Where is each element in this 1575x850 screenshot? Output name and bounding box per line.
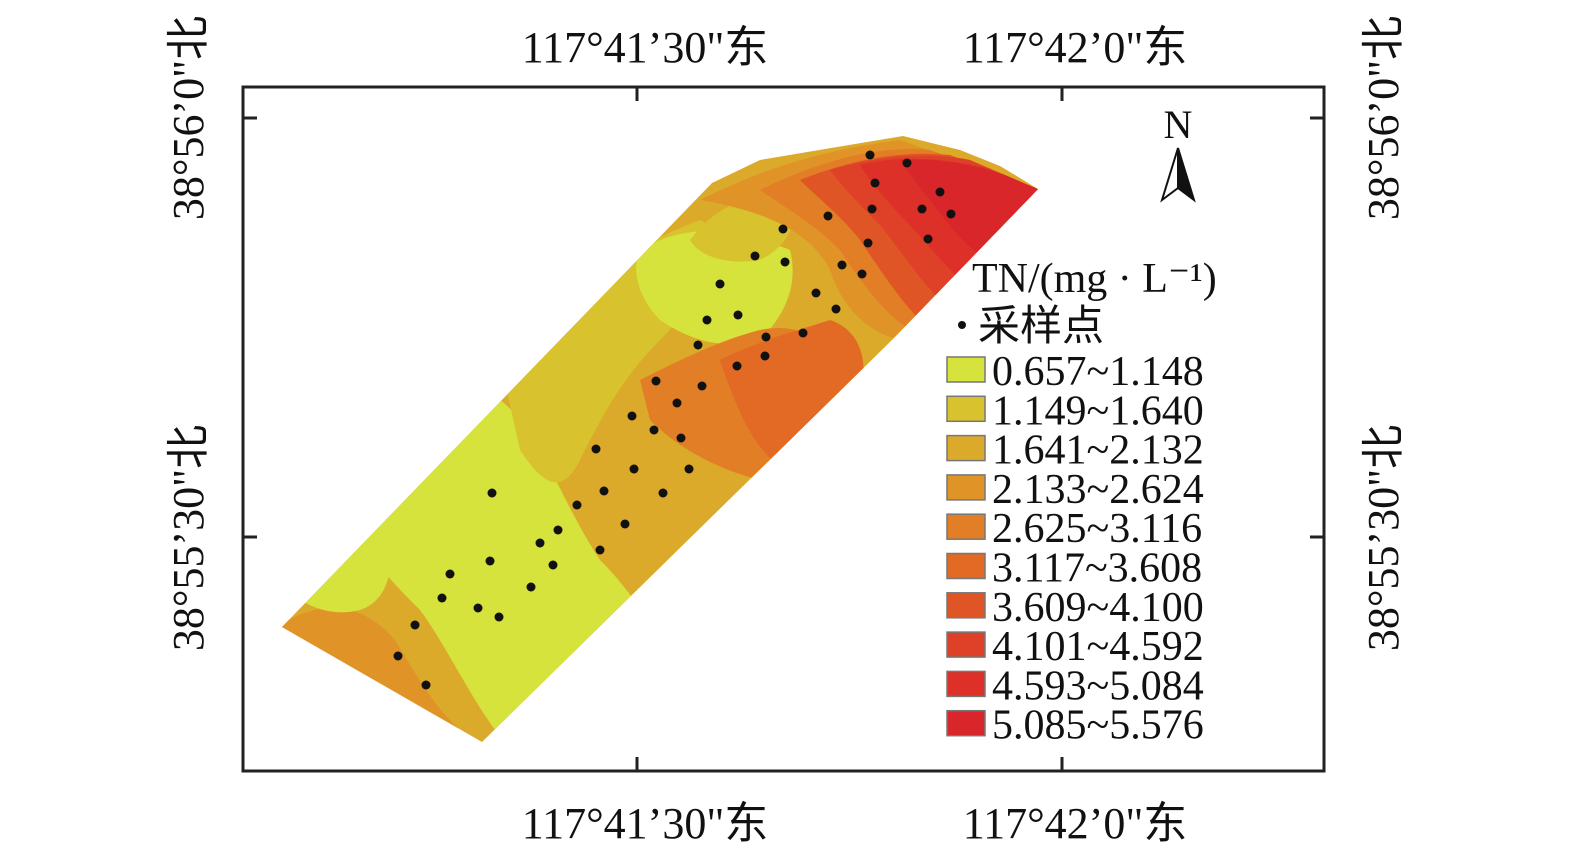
sampling-point (649, 425, 659, 435)
sampling-point (780, 257, 790, 267)
sampling-point (629, 464, 639, 474)
sampling-point (702, 315, 712, 325)
sampling-point (837, 260, 847, 270)
sampling-points-layer (393, 150, 956, 690)
bottom-lon-label-1: 117°41’30"东 (522, 799, 769, 848)
legend-swatch (946, 592, 986, 619)
sampling-point (485, 556, 495, 566)
sampling-point (867, 204, 877, 214)
legend-class-label: 0.657~1.148 (992, 349, 1204, 395)
sampling-point (658, 488, 668, 498)
dot-icon (958, 321, 966, 329)
sampling-point (778, 224, 788, 234)
legend-swatch (946, 474, 986, 501)
sampling-point (732, 361, 742, 371)
sampling-point (831, 304, 841, 314)
legend-title: TN/(mg · L⁻¹) (972, 256, 1217, 302)
top-lon-label-1: 117°41’30"东 (522, 23, 769, 72)
legend-swatch (946, 552, 986, 580)
legend-class-label: 3.609~4.100 (992, 585, 1204, 631)
sampling-point (620, 519, 630, 529)
sampling-point (750, 251, 760, 261)
legend-swatch (946, 356, 986, 383)
sampling-point (823, 211, 833, 221)
legend-swatch (946, 434, 986, 462)
sampling-point (798, 328, 808, 338)
sampling-point (553, 525, 563, 535)
sampling-point (535, 538, 545, 548)
sampling-point (715, 279, 725, 289)
legend-class-label: 4.593~5.084 (992, 663, 1204, 709)
sampling-point (651, 376, 661, 386)
legend-swatch (946, 395, 986, 423)
sampling-point (870, 178, 880, 188)
right-lat-label-2: 38°55’30"北 (1359, 425, 1408, 651)
right-lat-label-1: 38°56’0"北 (1359, 16, 1408, 220)
sampling-point (923, 234, 933, 244)
left-lat-label-1: 38°56’0"北 (164, 16, 213, 220)
sampling-point (591, 444, 601, 454)
sampling-point (760, 351, 770, 361)
sampling-point (572, 500, 582, 510)
legend-swatch (946, 709, 986, 737)
legend-class-label: 4.101~4.592 (992, 624, 1204, 670)
sampling-point (676, 433, 686, 443)
sampling-point (857, 269, 867, 279)
sampling-point (917, 204, 927, 214)
sampling-point (487, 488, 497, 498)
sampling-point (697, 381, 707, 391)
sampling-point (599, 486, 609, 496)
sampling-point (627, 411, 637, 421)
sampling-point (494, 612, 504, 622)
legend-swatch (946, 631, 986, 658)
top-lon-label-2: 117°42’0"东 (963, 23, 1188, 72)
sampling-point (946, 209, 956, 219)
sampling-point (595, 545, 605, 555)
legend-class-label: 1.641~2.132 (992, 428, 1204, 474)
frame-ticks (243, 87, 1324, 771)
north-arrow-icon (1160, 147, 1196, 203)
sampling-point (733, 310, 743, 320)
sampling-point (410, 620, 420, 630)
sampling-point (863, 238, 873, 248)
sampling-point (684, 464, 694, 474)
legend-class-label: 3.117~3.608 (992, 546, 1202, 592)
north-arrow: N (1160, 102, 1196, 203)
sampling-point (935, 187, 945, 197)
sampling-point (421, 680, 431, 690)
sampling-point (393, 651, 403, 661)
legend-classes: 0.657~1.1481.149~1.6401.641~2.1322.133~2… (946, 349, 1204, 749)
north-arrow-label: N (1164, 102, 1193, 147)
legend-class-label: 2.625~3.116 (992, 506, 1202, 552)
sampling-point (437, 593, 447, 603)
sampling-point (761, 332, 771, 342)
sampling-point (693, 340, 703, 350)
sampling-point (445, 569, 455, 579)
sampling-point (902, 158, 912, 168)
legend-class-label: 2.133~2.624 (992, 467, 1204, 513)
sampling-point (473, 603, 483, 613)
sampling-point (526, 582, 536, 592)
legend-sample-label: 采样点 (978, 304, 1104, 350)
sampling-point (672, 398, 682, 408)
legend: TN/(mg · L⁻¹) 采样点 0.657~1.1481.149~1.640… (946, 256, 1217, 749)
sampling-point (811, 288, 821, 298)
legend-swatch (946, 513, 986, 540)
sampling-point (548, 560, 558, 570)
bottom-lon-label-2: 117°42’0"东 (963, 799, 1188, 848)
legend-class-label: 1.149~1.640 (992, 388, 1204, 434)
legend-class-label: 5.085~5.576 (992, 703, 1204, 749)
sampling-point (865, 150, 875, 160)
legend-swatch (946, 670, 986, 698)
left-lat-label-2: 38°55’30"北 (164, 425, 213, 651)
